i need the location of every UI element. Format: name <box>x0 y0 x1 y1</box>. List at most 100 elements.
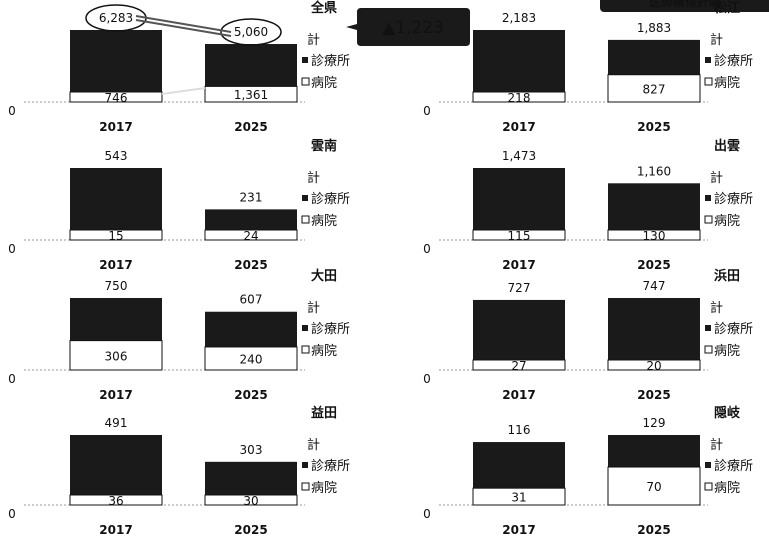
legend-hospital: 病院 <box>311 344 337 359</box>
legend-total: 計 <box>307 32 320 48</box>
zero-tick-label: 0 <box>8 372 16 386</box>
bar-clinic-2017 <box>70 168 162 230</box>
legend-hospital-swatch <box>301 215 310 224</box>
total-value-label: 1,883 <box>637 21 671 35</box>
total-circle <box>220 18 282 46</box>
bar-hospital-2025 <box>607 359 701 371</box>
bar-hospital-2025 <box>204 346 298 371</box>
legend-total: 計 <box>710 437 723 453</box>
connector-line <box>161 87 206 95</box>
hospital-value-label: 130 <box>643 229 666 243</box>
bar-hospital-2025 <box>607 229 701 241</box>
legend-clinic-swatch <box>302 325 308 331</box>
legend-clinic: 診療所 <box>714 53 753 69</box>
total-value-label: 1,160 <box>637 164 671 178</box>
legend-hospital-swatch <box>704 215 713 224</box>
region-title: 全県 <box>310 0 337 16</box>
total-value-label: 750 <box>105 279 128 293</box>
bar-clinic-2025 <box>608 183 700 230</box>
legend-hospital-swatch <box>704 482 713 491</box>
header-badge-text: 医師確保計画 <box>649 0 721 9</box>
region-title: 浜田 <box>714 268 740 284</box>
legend-clinic-swatch <box>705 195 711 201</box>
legend-clinic: 診療所 <box>311 321 350 337</box>
x-tick-label: 2017 <box>502 523 535 537</box>
bar-clinic-2025 <box>608 435 700 468</box>
hospital-value-label: 30 <box>243 494 258 508</box>
callout: ▲1,223 <box>346 8 470 46</box>
bar-hospital-2025 <box>204 85 298 103</box>
zero-tick-label: 0 <box>8 242 16 256</box>
legend-hospital-swatch <box>704 77 713 86</box>
hospital-value-label: 218 <box>508 91 531 105</box>
bar-clinic-2017 <box>473 442 565 489</box>
legend-hospital: 病院 <box>311 76 337 91</box>
hospital-value-label: 27 <box>511 359 526 373</box>
zero-tick-label: 0 <box>8 104 16 118</box>
legend-total: 計 <box>307 437 320 453</box>
bar-hospital-2017 <box>472 91 566 103</box>
bar-hospital-2025 <box>607 74 701 103</box>
hospital-value-label: 115 <box>508 229 531 243</box>
bar-clinic-2025 <box>205 209 297 230</box>
connector-line <box>135 19 232 38</box>
legend-clinic-swatch <box>705 57 711 63</box>
bar-clinic-2017 <box>70 30 162 92</box>
total-value-label: 491 <box>105 416 128 430</box>
zero-tick-label: 0 <box>423 507 431 521</box>
region-title: 松江 <box>714 0 740 16</box>
header-badge-bg <box>600 0 769 12</box>
bar-clinic-2017 <box>473 168 565 230</box>
legend-clinic: 診療所 <box>311 458 350 474</box>
hospital-value-label: 15 <box>108 229 123 243</box>
zero-tick-label: 0 <box>423 104 431 118</box>
callout-box <box>346 8 470 46</box>
legend-hospital: 病院 <box>714 481 740 496</box>
zero-tick-label: 0 <box>423 372 431 386</box>
hospital-value-label: 306 <box>105 349 128 363</box>
hospital-value-label: 240 <box>240 352 263 366</box>
total-value-label: 5,060 <box>234 25 268 39</box>
hospital-value-label: 746 <box>105 91 128 105</box>
x-tick-label: 2025 <box>637 258 670 272</box>
hospital-value-label: 20 <box>646 359 661 373</box>
bar-clinic-2025 <box>608 39 700 75</box>
legend-hospital-swatch <box>301 345 310 354</box>
total-value-label: 303 <box>240 443 263 457</box>
legend-hospital: 病院 <box>714 214 740 229</box>
region-title: 雲南 <box>311 138 337 154</box>
x-tick-label: 2025 <box>234 523 267 537</box>
legend-total: 計 <box>710 170 723 186</box>
hospital-value-label: 36 <box>108 494 123 508</box>
bar-clinic-2017 <box>70 435 162 495</box>
legend-hospital: 病院 <box>311 481 337 496</box>
legend-clinic: 診療所 <box>714 321 753 337</box>
x-tick-label: 2017 <box>99 388 132 402</box>
bar-hospital-2017 <box>69 91 163 103</box>
legend-hospital: 病院 <box>311 214 337 229</box>
x-tick-label: 2017 <box>502 388 535 402</box>
hospital-value-label: 31 <box>511 491 526 505</box>
bar-clinic-2025 <box>205 461 297 495</box>
legend-clinic: 診療所 <box>311 191 350 207</box>
x-tick-label: 2025 <box>637 523 670 537</box>
bar-clinic-2025 <box>608 298 700 360</box>
bar-hospital-2017 <box>69 340 163 371</box>
legend-hospital: 病院 <box>714 76 740 91</box>
total-value-label: 1,473 <box>502 149 536 163</box>
x-tick-label: 2025 <box>637 120 670 134</box>
bar-clinic-2025 <box>205 311 297 347</box>
hospital-value-label: 827 <box>643 82 666 96</box>
total-value-label: 231 <box>240 190 263 204</box>
x-tick-label: 2017 <box>99 258 132 272</box>
zero-tick-label: 0 <box>8 507 16 521</box>
bar-clinic-2017 <box>473 30 565 92</box>
